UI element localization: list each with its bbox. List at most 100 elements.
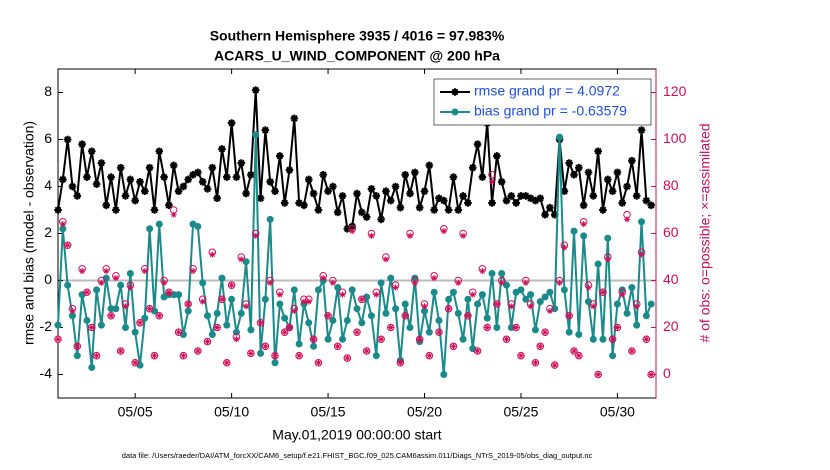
data-point [98,279,105,286]
data-point [305,319,313,327]
data-point [618,286,626,294]
data-point [488,170,496,179]
data-point [349,228,356,235]
data-point [536,342,545,351]
data-point [83,288,91,297]
data-point [512,199,520,207]
data-point [623,182,631,191]
data-point [190,268,197,275]
data-point [407,232,414,239]
data-point [185,301,192,307]
data-point [271,351,279,360]
data-point [87,147,96,156]
data-point [286,324,293,331]
data-point [353,328,361,337]
data-point [136,319,144,327]
data-point [107,305,115,313]
data-point [594,260,602,268]
data-point [184,307,192,315]
data-point [531,358,540,367]
data-point [513,324,520,331]
data-point [367,312,375,320]
data-point [324,311,332,320]
legend-label: rmse grand pr = 4.0972 [474,83,620,99]
data-point [314,206,323,214]
data-point [396,203,405,212]
data-point [464,199,472,207]
data-point [609,336,616,343]
data-point [261,295,269,303]
data-point [304,175,313,184]
data-point [440,371,448,378]
data-point [565,328,573,336]
data-point [484,324,491,331]
data-point [594,370,602,379]
data-point [527,291,535,299]
data-point [55,336,61,343]
data-point [493,301,500,307]
data-point [507,192,516,200]
data-point [541,210,549,219]
data-point [609,352,617,360]
data-point [590,303,597,310]
data-point [537,343,544,350]
series-line [57,134,653,375]
data-point [396,358,405,367]
data-point [542,329,549,336]
data-point [315,359,322,366]
data-point [198,178,207,186]
data-point [261,342,270,351]
data-point [387,274,395,282]
data-point [73,342,82,351]
data-point [517,351,525,360]
data-point [338,192,347,200]
data-point [79,268,86,275]
data-point [378,336,385,343]
data-point [184,175,193,184]
data-point [372,352,380,360]
data-point [218,145,226,153]
data-point [594,147,602,156]
data-point [63,241,72,250]
data-point [392,305,400,313]
data-point [169,161,178,170]
data-point [136,178,144,186]
data-point [532,359,539,366]
data-point [271,359,279,367]
data-point [613,323,622,332]
x-tick-label: 05/25 [503,404,538,420]
data-point [73,192,82,200]
data-point [536,298,544,306]
data-point [368,232,375,239]
data-point [478,173,487,181]
data-point [449,288,457,296]
data-point [386,323,395,332]
data-point [343,316,351,324]
data-point [108,312,115,319]
data-point [261,126,270,134]
data-point [459,192,467,200]
data-point [339,291,346,298]
data-point [444,206,453,214]
data-point [415,335,424,344]
data-point [401,311,410,320]
data-point [628,284,636,292]
data-point [450,343,457,350]
data-point [103,268,110,275]
data-point [150,206,159,214]
data-point [406,324,414,331]
data-point [401,170,410,179]
data-point [608,335,617,344]
data-point [474,348,481,354]
data-point [228,282,235,289]
data-point [517,192,525,200]
data-point [599,206,607,214]
data-point [107,173,115,181]
data-point [63,135,72,144]
data-point [285,166,294,174]
data-point [329,279,336,286]
data-point [92,180,101,188]
data-point [194,348,201,354]
data-point [566,312,573,319]
